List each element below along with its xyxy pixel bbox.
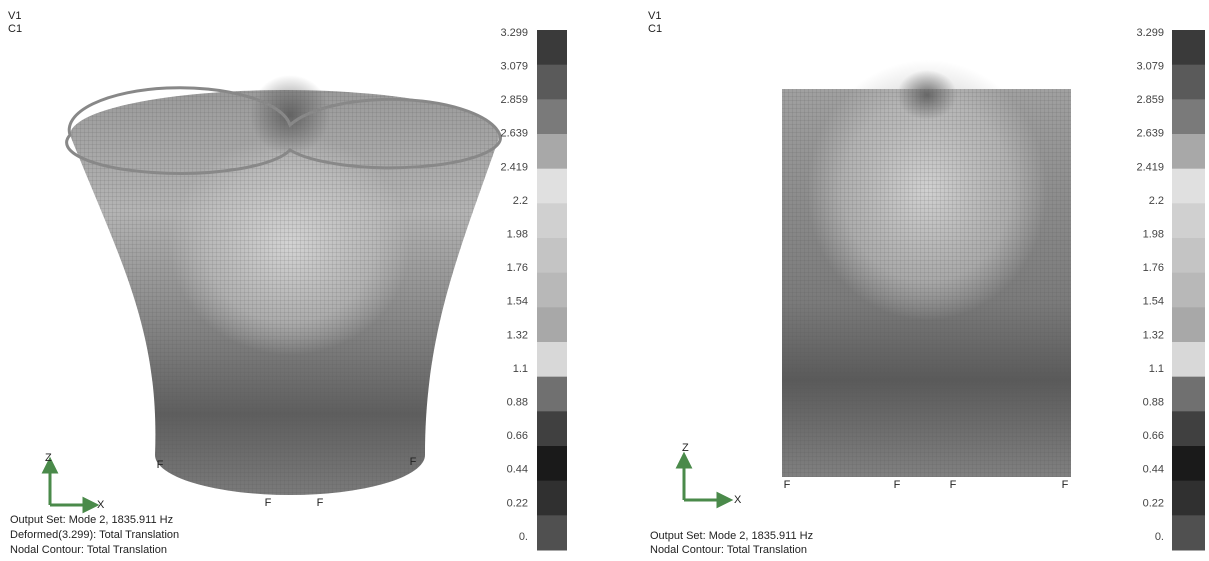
constraint-marker: F bbox=[1062, 479, 1069, 491]
axis-z-label: Z bbox=[45, 452, 52, 464]
legend-band bbox=[1172, 307, 1205, 342]
legend-label: 1.1 bbox=[1149, 363, 1164, 375]
view-label: V1 bbox=[8, 10, 21, 22]
constraint-marker: F bbox=[894, 479, 901, 491]
footer-line: Output Set: Mode 2, 1835.911 Hz bbox=[10, 514, 173, 526]
footer-line: Nodal Contour: Total Translation bbox=[10, 544, 167, 556]
footer-line: Nodal Contour: Total Translation bbox=[650, 544, 807, 556]
legend-label: 0. bbox=[519, 531, 528, 543]
fea-viewer: V1C13.2993.0792.8592.6392.4192.21.981.76… bbox=[0, 0, 1209, 561]
legend-label: 1.1 bbox=[513, 363, 528, 375]
legend-label: 2.859 bbox=[500, 94, 528, 106]
legend-label: 1.98 bbox=[507, 229, 528, 241]
legend-label: 0.44 bbox=[1143, 464, 1164, 476]
legend-band bbox=[537, 481, 567, 516]
contour-model bbox=[782, 60, 1071, 477]
legend-band bbox=[1172, 446, 1205, 481]
legend-band bbox=[1172, 342, 1205, 377]
legend-band bbox=[537, 411, 567, 446]
contour-label: C1 bbox=[648, 23, 662, 35]
axis-z-label: Z bbox=[682, 442, 689, 454]
legend-band bbox=[537, 273, 567, 308]
legend-band bbox=[1172, 134, 1205, 169]
legend-band bbox=[537, 342, 567, 377]
legend-label: 2.859 bbox=[1136, 94, 1164, 106]
constraint-marker: F bbox=[950, 479, 957, 491]
legend-band bbox=[1172, 203, 1205, 238]
legend-label: 3.299 bbox=[500, 27, 528, 39]
legend-label: 2.2 bbox=[1149, 195, 1164, 207]
legend-band bbox=[1172, 481, 1205, 516]
legend-band bbox=[537, 307, 567, 342]
legend-label: 1.32 bbox=[1143, 329, 1164, 341]
legend-band bbox=[1172, 411, 1205, 446]
legend-label: 0.22 bbox=[507, 497, 528, 509]
legend-label: 1.54 bbox=[507, 296, 528, 308]
legend-label: 0.66 bbox=[1143, 430, 1164, 442]
legend-band bbox=[537, 238, 567, 273]
legend-band bbox=[537, 169, 567, 204]
footer-line: Output Set: Mode 2, 1835.911 Hz bbox=[650, 530, 813, 542]
legend-label: 2.639 bbox=[1136, 128, 1164, 140]
legend-band bbox=[1172, 238, 1205, 273]
legend-label: 1.98 bbox=[1143, 229, 1164, 241]
legend-label: 0.22 bbox=[1143, 497, 1164, 509]
axis-x-label: X bbox=[734, 494, 742, 506]
legend-label: 2.419 bbox=[500, 161, 528, 173]
legend-label: 3.299 bbox=[1136, 27, 1164, 39]
legend-band bbox=[1172, 65, 1205, 100]
legend-band bbox=[537, 30, 567, 65]
legend-label: 0.66 bbox=[507, 430, 528, 442]
legend-label: 0.88 bbox=[507, 397, 528, 409]
constraint-marker: F bbox=[157, 459, 164, 471]
legend-band bbox=[537, 203, 567, 238]
legend-band bbox=[1172, 377, 1205, 412]
view-label: V1 bbox=[648, 10, 661, 22]
legend-label: 2.419 bbox=[1136, 161, 1164, 173]
legend-band bbox=[1172, 99, 1205, 134]
legend-band bbox=[537, 377, 567, 412]
legend-label: 3.079 bbox=[1136, 61, 1164, 73]
axis-x-label: X bbox=[97, 499, 105, 511]
constraint-marker: F bbox=[410, 456, 417, 468]
legend-band bbox=[537, 446, 567, 481]
deformed-model bbox=[67, 75, 501, 495]
constraint-marker: F bbox=[317, 497, 324, 509]
legend-band bbox=[1172, 169, 1205, 204]
legend-band bbox=[537, 134, 567, 169]
contour-label: C1 bbox=[8, 23, 22, 35]
legend-label: 1.76 bbox=[507, 262, 528, 274]
legend-label: 0. bbox=[1155, 531, 1164, 543]
legend-band bbox=[1172, 273, 1205, 308]
legend-band bbox=[1172, 515, 1205, 550]
legend-band bbox=[537, 515, 567, 550]
legend-label: 1.32 bbox=[507, 329, 528, 341]
legend-band bbox=[537, 65, 567, 100]
constraint-marker: F bbox=[784, 479, 791, 491]
legend-label: 2.2 bbox=[513, 195, 528, 207]
legend-label: 3.079 bbox=[500, 61, 528, 73]
legend-label: 0.44 bbox=[507, 464, 528, 476]
footer-line: Deformed(3.299): Total Translation bbox=[10, 529, 179, 541]
legend-band bbox=[537, 99, 567, 134]
legend-band bbox=[1172, 30, 1205, 65]
legend-label: 0.88 bbox=[1143, 397, 1164, 409]
legend-label: 1.54 bbox=[1143, 296, 1164, 308]
legend-label: 2.639 bbox=[500, 128, 528, 140]
constraint-marker: F bbox=[265, 497, 272, 509]
legend-label: 1.76 bbox=[1143, 262, 1164, 274]
